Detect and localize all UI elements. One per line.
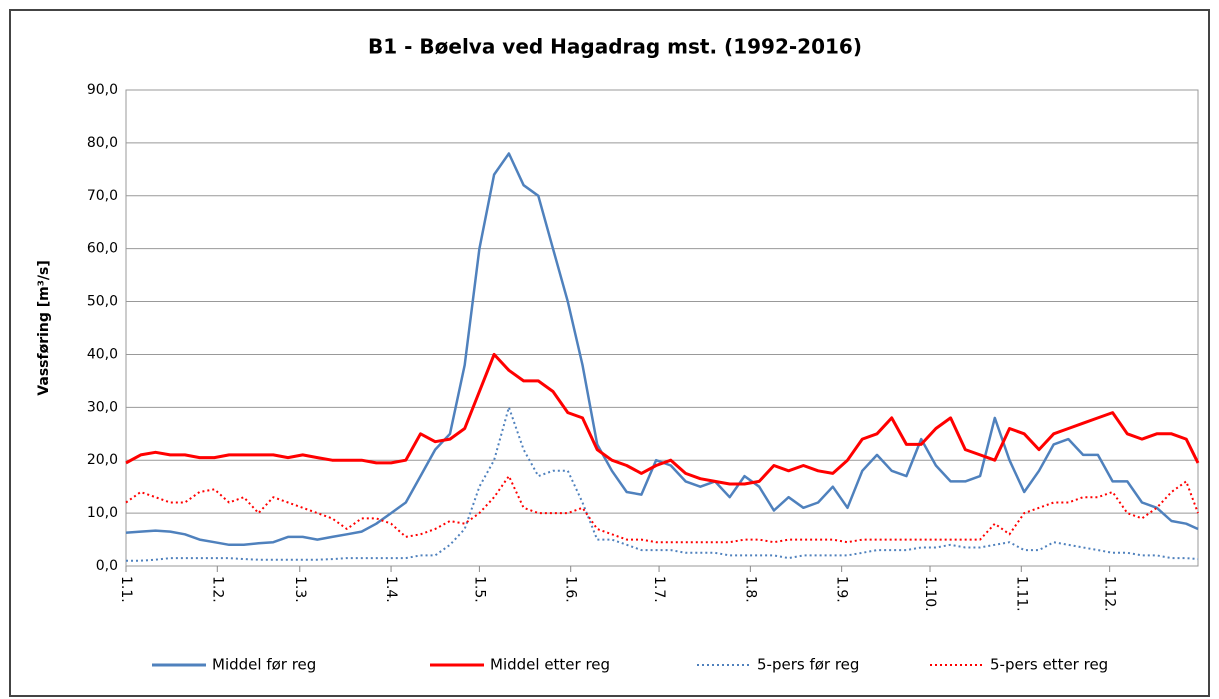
legend-label: 5-pers etter reg [990,656,1108,674]
series-line [126,406,1199,562]
chart-title: B1 - Bøelva ved Hagadrag mst. (1992-2016… [368,35,862,59]
y-tick-label: 70,0 [87,188,118,204]
x-tick-label: 1.10. [922,576,938,612]
legend-label: Middel etter reg [490,656,610,674]
y-tick-label: 10,0 [87,505,118,521]
x-tick-label: 1.8. [742,576,758,603]
x-tick-label: 1.7. [651,576,667,603]
x-tick-label: 1.11. [1013,576,1029,612]
y-tick-label: 30,0 [87,399,118,415]
y-axis-label: Vassføring [m³/s] [36,260,52,395]
plot-area [125,89,1199,567]
x-tick-label: 1.1. [118,576,134,603]
x-tick-label: 1.4. [383,576,399,603]
y-tick-label: 50,0 [87,294,118,310]
y-tick-label: 60,0 [87,241,118,257]
y-tick-label: 40,0 [87,346,118,362]
x-tick-label: 1.5. [471,576,487,603]
series-line [125,352,1200,486]
legend-label: 5-pers før reg [757,656,859,674]
y-tick-label: 0,0 [96,558,118,574]
x-tick-label: 1.9. [834,576,850,603]
x-tick-label: 1.2. [209,576,225,603]
series-line [125,475,1199,544]
y-tick-label: 20,0 [87,452,118,468]
y-tick-label: 90,0 [87,82,118,98]
x-tick-label: 1.12. [1102,576,1118,612]
x-tick-label: 1.6. [563,576,579,603]
y-tick-label: 80,0 [87,135,118,151]
x-tick-label: 1.3. [292,576,308,603]
legend-label: Middel før reg [212,656,316,674]
